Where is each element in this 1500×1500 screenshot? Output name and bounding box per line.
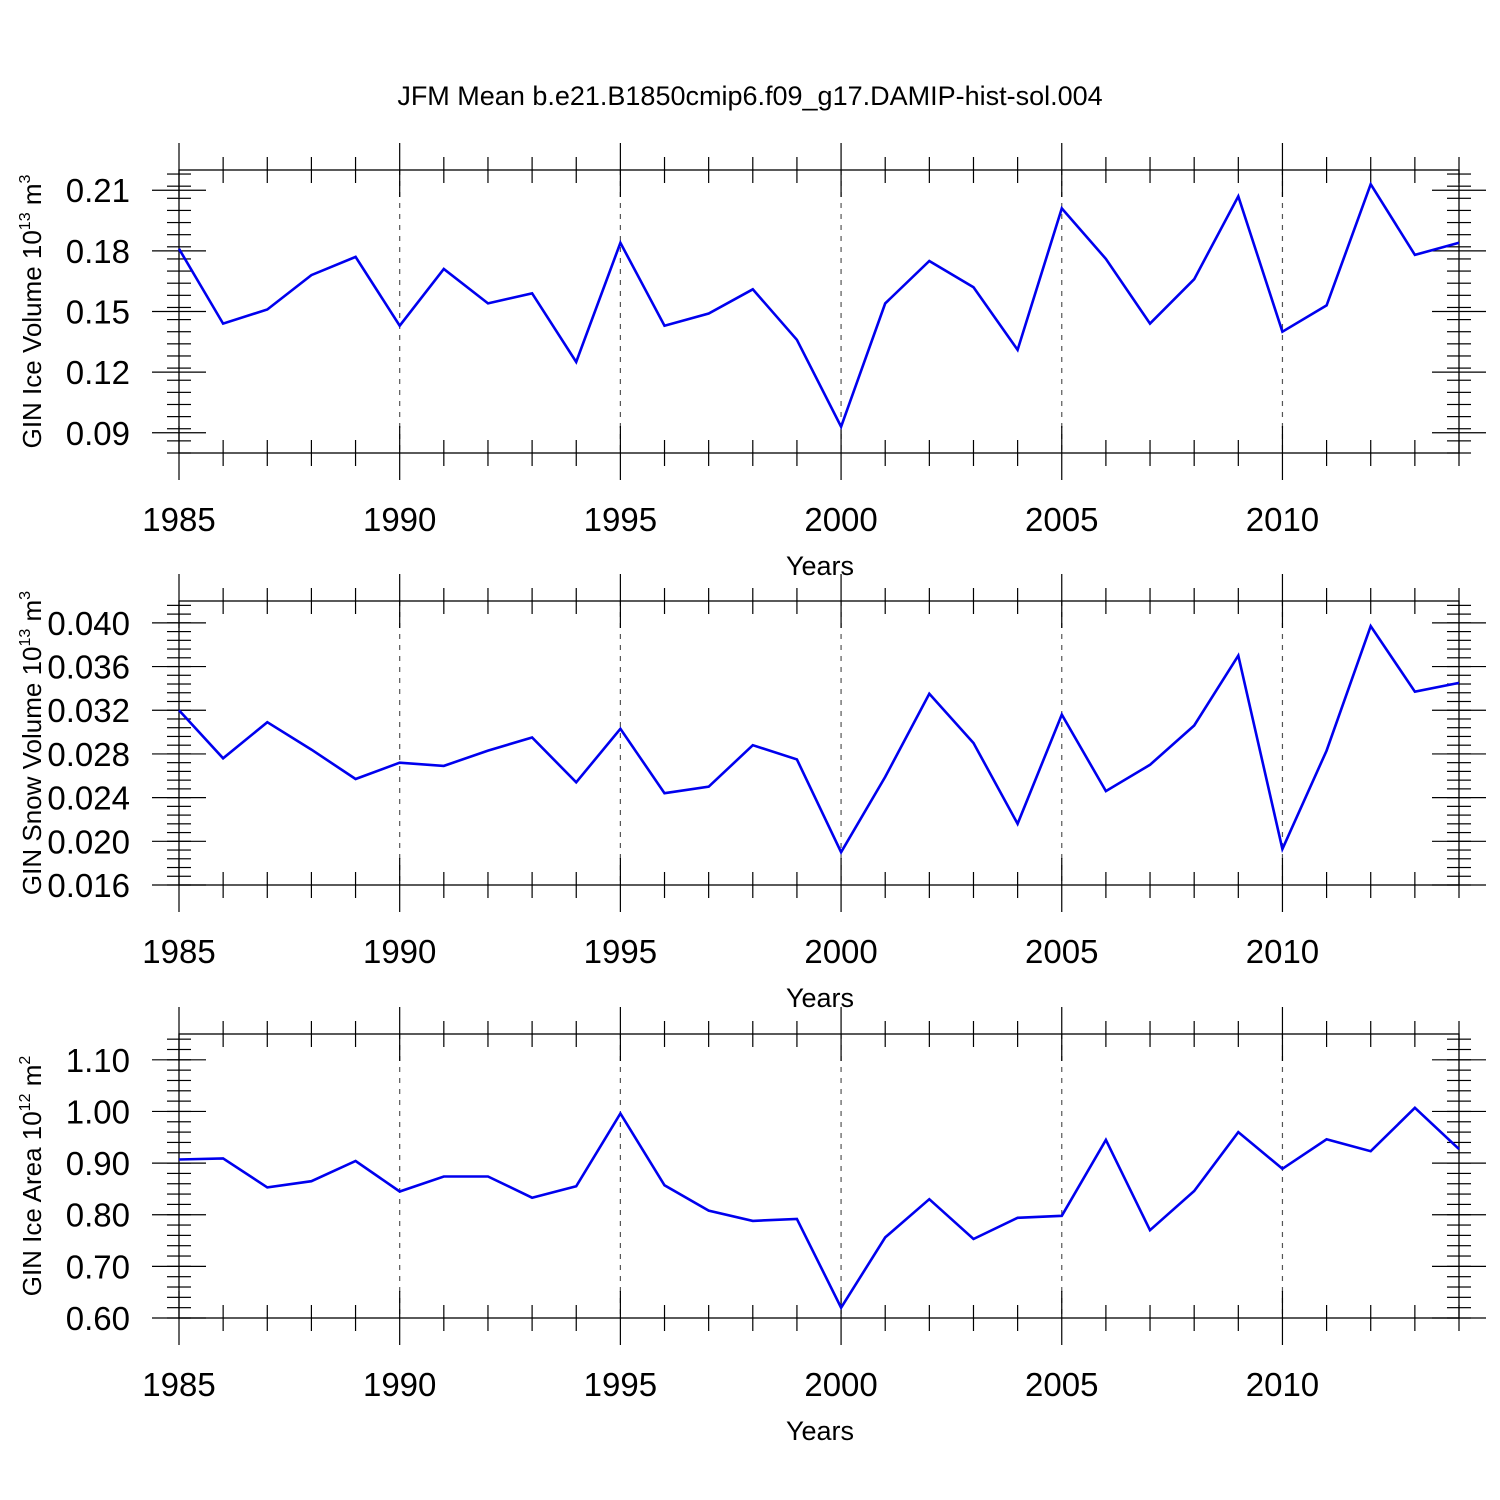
y-axis-title: GIN Snow Volume 1013 m3 (17, 591, 47, 895)
y-axis-title-unit-exponent: 3 (17, 174, 34, 183)
y-axis-title-exponent: 13 (17, 212, 34, 230)
x-tick-label: 2005 (1025, 1366, 1098, 1403)
y-axis-title-unit: m (17, 600, 47, 629)
y-tick-label: 0.032 (47, 692, 130, 729)
y-tick-label: 0.040 (47, 605, 130, 642)
plot-frame (178, 169, 1460, 454)
y-axis-title-text: GIN Snow Volume 10 (17, 647, 47, 896)
y-tick-label: 1.00 (66, 1093, 130, 1130)
y-tick-label: 1.10 (66, 1042, 130, 1079)
y-axis-title-unit: m (17, 183, 47, 212)
y-tick-label: 0.70 (66, 1248, 130, 1285)
y-tick-label: 0.90 (66, 1145, 130, 1182)
y-tick-label: 0.024 (47, 780, 130, 817)
x-axis-title: Years (786, 983, 854, 1013)
y-axis-title-text: GIN Ice Area 10 (17, 1111, 47, 1296)
x-tick-label: 1985 (142, 501, 215, 538)
x-tick-label: 2010 (1246, 933, 1319, 970)
y-tick-label: 0.028 (47, 736, 130, 773)
x-axis-title: Years (786, 1416, 854, 1446)
y-axis-title: GIN Ice Area 1012 m2 (17, 1056, 47, 1297)
x-tick-label: 1990 (363, 1366, 436, 1403)
x-tick-label: 1990 (363, 933, 436, 970)
panel-2: 0.016 0.020 0.024 0.028 0.032 0.036 0.040 1985 1… (17, 574, 1486, 1013)
x-tick-label: 2010 (1246, 501, 1319, 538)
y-tick-label: 0.60 (66, 1300, 130, 1337)
y-tick-label: 0.036 (47, 649, 130, 686)
series-line (178, 1105, 1460, 1311)
y-axis-title-text: GIN Ice Volume 10 (17, 230, 47, 448)
y-axis-title-unit-exponent: 2 (17, 1056, 34, 1065)
panel-3: 0.60 0.70 0.80 0.90 1.00 1.10 1985 1990 1995 2000… (17, 1007, 1486, 1446)
x-tick-label: 1985 (142, 1366, 215, 1403)
panels: 0.09 0.12 0.15 0.18 0.21 1985 1990 1995 2000 2005… (17, 143, 1486, 1446)
y-tick-label: 0.09 (66, 415, 130, 452)
x-tick-label: 2000 (804, 501, 877, 538)
y-tick-label: 0.80 (66, 1197, 130, 1234)
x-tick-label: 1990 (363, 501, 436, 538)
series-line (177, 181, 1460, 430)
x-tick-label: 1995 (584, 933, 657, 970)
series-line (178, 623, 1460, 855)
x-tick-label: 2010 (1246, 1366, 1319, 1403)
plot-frame (178, 600, 1460, 886)
x-tick-label: 2005 (1025, 501, 1098, 538)
x-axis-title: Years (786, 551, 854, 581)
figure-title: JFM Mean b.e21.B1850cmip6.f09_g17.DAMIP-… (397, 81, 1102, 111)
x-tick-label: 2000 (804, 1366, 877, 1403)
y-tick-label: 0.016 (47, 867, 130, 904)
x-tick-label: 1985 (142, 933, 215, 970)
y-axis-title-unit-exponent: 3 (17, 591, 34, 600)
y-tick-label: 0.18 (66, 233, 130, 270)
y-tick-label: 0.020 (47, 823, 130, 860)
y-axis-title: GIN Ice Volume 1013 m3 (17, 174, 47, 448)
x-tick-label: 2000 (804, 933, 877, 970)
y-tick-label: 0.15 (66, 294, 130, 331)
x-tick-label: 1995 (584, 501, 657, 538)
y-axis-title-exponent: 13 (17, 629, 34, 647)
y-axis-title-exponent: 12 (17, 1093, 34, 1111)
plot-frame (178, 1033, 1460, 1319)
y-tick-label: 0.12 (66, 354, 130, 391)
x-tick-label: 2005 (1025, 933, 1098, 970)
y-tick-label: 0.21 (66, 172, 130, 209)
x-tick-label: 1995 (584, 1366, 657, 1403)
y-axis-title-unit: m (17, 1065, 47, 1094)
panel-1: 0.09 0.12 0.15 0.18 0.21 1985 1990 1995 2000 2005… (17, 143, 1486, 581)
